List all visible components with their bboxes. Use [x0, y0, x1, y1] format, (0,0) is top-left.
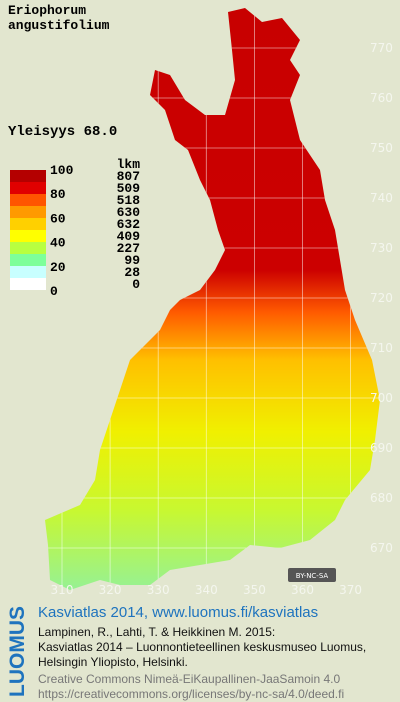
easting-label: 310 [51, 583, 74, 597]
northing-label: 720 [370, 291, 393, 305]
legend-count: 518 [117, 193, 141, 208]
legend-swatch [10, 194, 46, 206]
citation: Kasviatlas 2014 – Luonnontieteellinen ke… [38, 640, 366, 654]
northing-label: 760 [370, 91, 393, 105]
easting-label: 320 [99, 583, 122, 597]
legend-scale-label: 80 [50, 187, 66, 202]
legend-swatch [10, 254, 46, 266]
legend-count: 227 [117, 241, 140, 256]
species-name: Eriophorum [8, 3, 86, 18]
legend-header: lkm [117, 157, 141, 172]
legend-count: 632 [117, 217, 141, 232]
easting-label: 330 [147, 583, 170, 597]
legend-count: 99 [124, 253, 140, 268]
legend-swatch [10, 206, 46, 218]
legend-count: 807 [117, 169, 140, 184]
legend-swatch [10, 242, 46, 254]
logo: LUOMUS [6, 606, 29, 697]
legend-scale-label: 40 [50, 236, 66, 251]
northing-label: 770 [370, 41, 393, 55]
legend-count: 409 [117, 229, 141, 244]
legend-scale-label: 0 [50, 284, 58, 299]
northing-label: 730 [370, 241, 393, 255]
legend-swatch [10, 230, 46, 242]
legend-swatch [10, 182, 46, 194]
easting-label: 350 [243, 583, 266, 597]
legend-count: 509 [117, 181, 141, 196]
northing-label: 750 [370, 141, 393, 155]
easting-label: 340 [195, 583, 218, 597]
legend-swatch [10, 218, 46, 230]
legend-swatch [10, 278, 46, 290]
cc-badge [288, 568, 336, 582]
legend-scale-label: 60 [50, 211, 66, 226]
legend-swatch [10, 170, 46, 182]
northing-label: 670 [370, 541, 393, 555]
northing-label: 690 [370, 441, 393, 455]
northing-label: 680 [370, 491, 393, 505]
legend-scale-label: 20 [50, 260, 66, 275]
frequency: Yleisyys 68.0 [8, 124, 117, 140]
easting-label: 370 [339, 583, 362, 597]
license: Creative Commons Nimeä-EiKaupallinen-Jaa… [38, 672, 340, 686]
legend-count: 630 [117, 205, 141, 220]
legend-swatch [10, 266, 46, 278]
northing-label: 700 [370, 391, 393, 405]
legend-scale-label: 100 [50, 163, 74, 178]
legend-count: 28 [124, 265, 140, 280]
license: https://creativecommons.org/licenses/by-… [38, 687, 344, 701]
headline: Kasviatlas 2014, www.luomus.fi/kasviatla… [38, 604, 318, 621]
citation: Lampinen, R., Lahti, T. & Heikkinen M. 2… [38, 625, 275, 639]
citation: Helsingin Yliopisto, Helsinki. [38, 655, 188, 669]
northing-label: 740 [370, 191, 393, 205]
easting-label: 360 [291, 583, 314, 597]
northing-label: 710 [370, 341, 393, 355]
map-area [45, 8, 380, 590]
species-name: angustifolium [8, 18, 110, 33]
legend-count: 0 [132, 277, 140, 292]
cc-badge-text: BY-NC-SA [296, 572, 329, 580]
